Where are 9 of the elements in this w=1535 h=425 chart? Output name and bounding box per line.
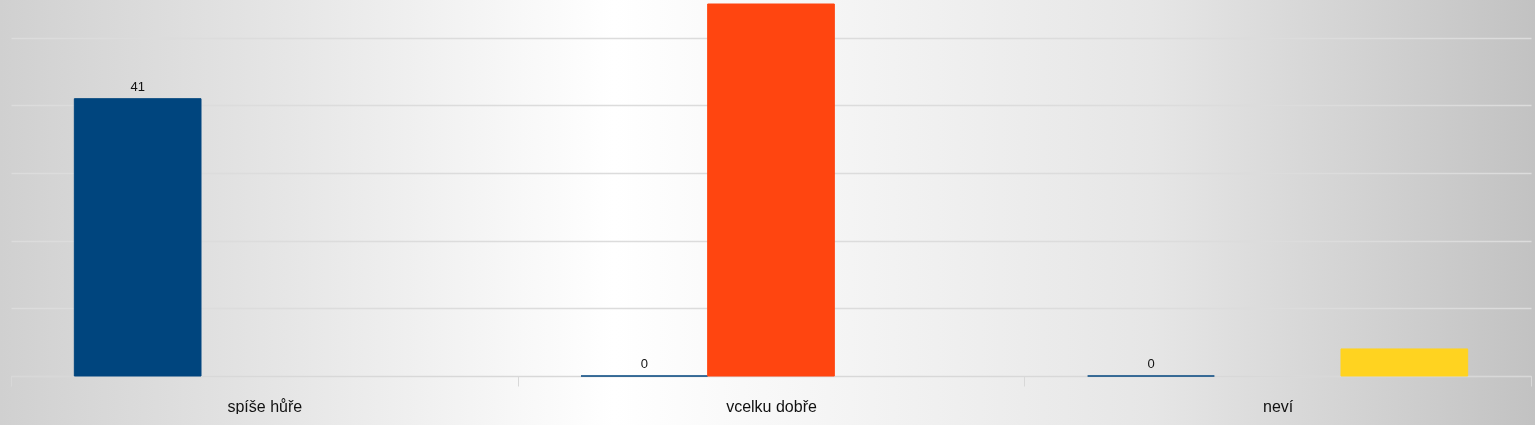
bar	[73, 98, 202, 377]
x-tick-label: spíše hůře	[227, 397, 303, 415]
bar	[707, 3, 835, 377]
data-label: 0	[640, 356, 648, 371]
data-label: 0	[1147, 356, 1155, 371]
data-label: 41	[130, 78, 145, 94]
bar	[1340, 348, 1469, 377]
x-tick-label: neví	[1263, 397, 1294, 415]
x-tick-label: vcelku dobře	[726, 397, 817, 415]
